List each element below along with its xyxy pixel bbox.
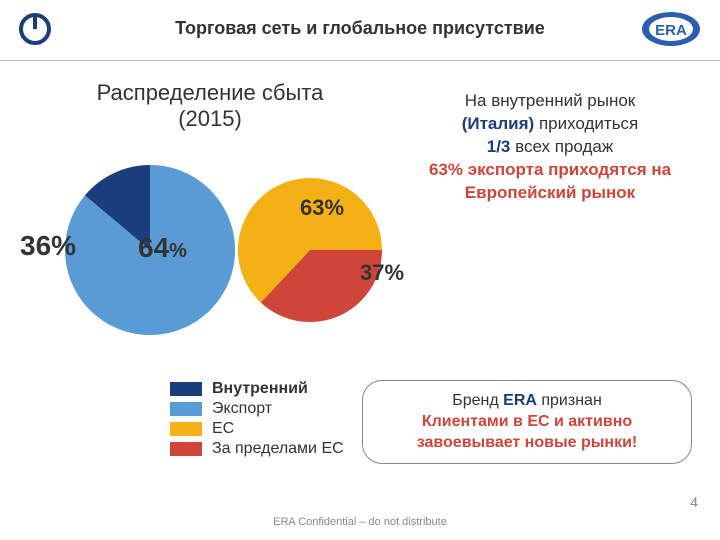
right-logo-icon: ERA	[640, 10, 702, 48]
callout-l2: Клиентами в ЕС и активно	[422, 413, 632, 430]
rt-l4b: экспорта приходятся на	[463, 160, 671, 179]
legend-row: Внутренний	[170, 380, 344, 398]
pie1-export-value: 64	[138, 232, 169, 263]
rt-l1: На внутренний рынок	[465, 91, 636, 110]
rt-63: 63%	[429, 160, 463, 179]
legend-swatch	[170, 442, 202, 456]
left-logo-icon	[18, 12, 52, 46]
callout-l1c: признан	[537, 392, 602, 409]
legend: Внутренний Экспорт ЕС За пределами ЕС	[170, 380, 344, 460]
slide: Торговая сеть и глобальное присутствие E…	[0, 0, 720, 540]
pie1-label-domestic: 36%	[20, 230, 76, 262]
rt-frac: 1/3	[487, 137, 511, 156]
page-number: 4	[690, 494, 698, 510]
pie2-label-outside: 37%	[360, 260, 404, 286]
callout-era: ERA	[503, 392, 537, 409]
pie2-label-eu: 63%	[300, 195, 344, 221]
legend-swatch	[170, 422, 202, 436]
rt-italy: (Италия)	[462, 114, 535, 133]
legend-label: Экспорт	[212, 400, 272, 418]
callout-l3: завоевывает новые рынки!	[417, 434, 637, 451]
legend-label: Внутренний	[212, 380, 308, 398]
legend-swatch	[170, 382, 202, 396]
chart-title-l1: Распределение сбыта	[97, 80, 324, 105]
rt-l5: Европейский рынок	[465, 183, 635, 202]
rt-l3b: всех продаж	[510, 137, 613, 156]
chart-title-l2: (2015)	[178, 106, 242, 131]
footer-text: ERA Confidential – do not distribute	[0, 516, 720, 528]
legend-row: ЕС	[170, 420, 344, 438]
legend-label: За пределами ЕС	[212, 440, 344, 458]
legend-label: ЕС	[212, 420, 234, 438]
pie-chart-export-split	[230, 170, 390, 330]
summary-text: На внутренний рынок (Италия) приходиться…	[410, 90, 690, 205]
legend-row: За пределами ЕС	[170, 440, 344, 458]
rt-l2b: приходиться	[534, 114, 638, 133]
legend-row: Экспорт	[170, 400, 344, 418]
pie1-label-export: 64%	[138, 232, 187, 264]
callout-l1a: Бренд	[452, 392, 503, 409]
header-title: Торговая сеть и глобальное присутствие	[0, 0, 720, 39]
chart-title: Распределение сбыта (2015)	[80, 80, 340, 133]
header: Торговая сеть и глобальное присутствие E…	[0, 0, 720, 61]
legend-swatch	[170, 402, 202, 416]
pie1-export-suffix: %	[169, 240, 187, 262]
svg-text:ERA: ERA	[655, 22, 687, 39]
callout-box: Бренд ERA признан Клиентами в ЕС и актив…	[362, 380, 692, 464]
